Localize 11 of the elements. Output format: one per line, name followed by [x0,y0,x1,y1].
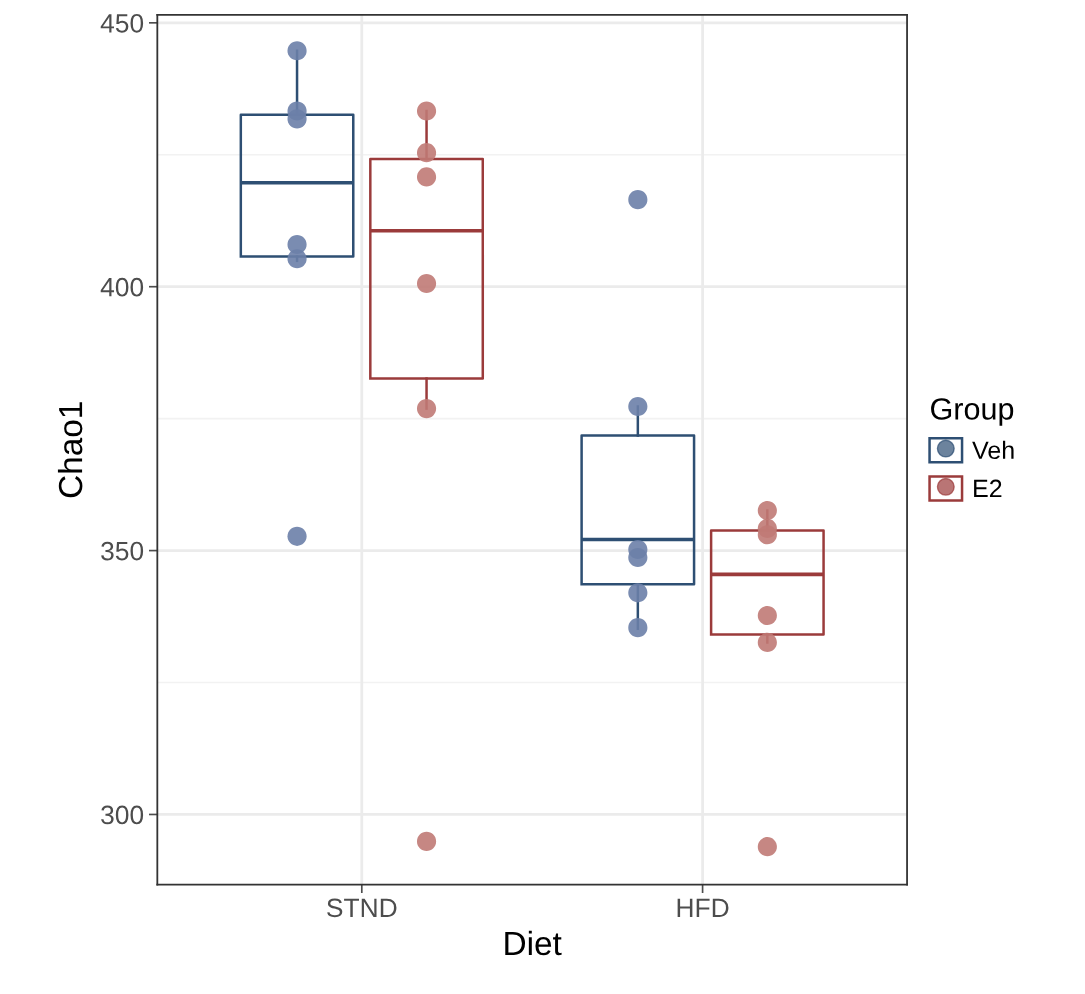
y-tick-label: 300 [101,805,144,825]
x-tick-label: HFD [677,898,729,917]
legend-label: E2 [974,479,1002,498]
y-axis-title: Chao1 [57,402,83,498]
y-tick-label: 350 [101,541,144,561]
legend-label: Veh [972,440,1014,460]
x-tick-label: STND [327,898,397,918]
y-tick-label: 400 [100,277,144,297]
legend-title: Group [931,398,1014,426]
y-tick-label: 450 [100,13,144,33]
x-axis-title: Diet [505,930,562,956]
